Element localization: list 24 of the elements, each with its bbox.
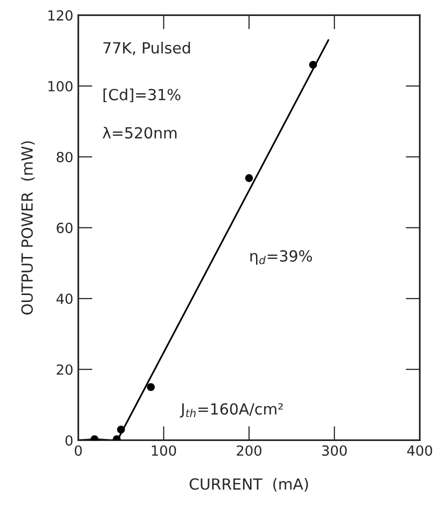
annotation: J$_{th}$=160A/cm² [180, 403, 283, 418]
x-tick-label: 0 [74, 445, 82, 456]
annotation: η$_{d}$=39% [250, 250, 312, 265]
annotation: λ=520nm [102, 126, 176, 139]
y-tick-label: 20 [56, 364, 73, 375]
x-axis-title: CURRENT (mA) [190, 478, 308, 492]
y-tick-label: 100 [48, 80, 73, 92]
y-axis-title: OUTPUT POWER (mW) [21, 141, 35, 315]
x-tick-label: 300 [322, 445, 347, 456]
line-series [78, 39, 330, 440]
point [245, 174, 253, 182]
x-tick-label: 100 [152, 445, 176, 456]
annotation: 77K, Pulsed [103, 42, 190, 56]
x-tick-label: 200 [236, 445, 262, 456]
annotation: [Cd]=31% [104, 88, 180, 102]
y-tick-label: 120 [48, 10, 73, 21]
y-tick-label: 40 [56, 294, 73, 304]
y-tick-label: 60 [56, 222, 73, 234]
point [146, 383, 155, 392]
point [117, 426, 125, 434]
y-tick-label: 80 [56, 152, 73, 162]
point [309, 60, 318, 69]
x-tick-label: 400 [407, 445, 432, 456]
y-tick-label: 0 [66, 435, 73, 446]
